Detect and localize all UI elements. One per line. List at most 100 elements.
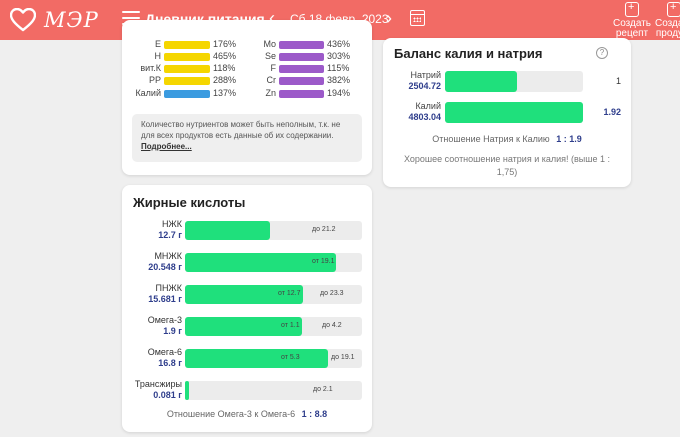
kna-title: Баланс калия и натрия: [394, 46, 543, 61]
micro-label: Zn: [265, 88, 276, 98]
create-recipe-label: Создать рецепт: [612, 18, 651, 39]
kna-track: [445, 71, 583, 92]
kna-row-sodium: Натрий 2504.72 1: [383, 70, 631, 94]
fatty-track: до 21.2: [185, 221, 362, 240]
micro-percent: 176%: [213, 39, 237, 49]
more-link[interactable]: Подробнее...: [141, 142, 192, 151]
kna-ratio: 1: [615, 76, 621, 86]
micro-label: Mo: [263, 39, 276, 49]
prev-day-button[interactable]: ‹: [269, 8, 275, 28]
kna-row-potassium: Калий 4803.04 1.92: [383, 101, 631, 125]
micro-label: вит.К: [140, 63, 161, 73]
na-k-ratio-value: 1 : 1.9: [556, 134, 582, 144]
micronutrients-card: E 176% H 465% вит.К 118% PP 288% Калий 1…: [122, 20, 372, 175]
fatty-max: до 19.1: [331, 354, 355, 361]
fatty-value: 1.9 г: [163, 326, 182, 336]
micro-label: PP: [148, 75, 161, 85]
micro-percent: 382%: [327, 75, 351, 85]
kna-name: Натрий: [410, 70, 442, 80]
fatty-name: Омега-3: [147, 315, 182, 325]
fatty-value: 0.081 г: [153, 390, 182, 400]
micro-label: Se: [264, 51, 276, 61]
heart-logo-icon: [10, 8, 36, 32]
fatty-max: до 4.2: [322, 322, 342, 329]
potassium-sodium-card: Баланс калия и натрия ? Натрий 2504.72 1…: [383, 38, 631, 187]
fatty-max: до 21.2: [312, 226, 336, 233]
fatty-track: до 2.1: [185, 381, 362, 400]
logo-text: МЭР: [44, 8, 99, 32]
help-icon[interactable]: ?: [596, 47, 608, 59]
micro-percent: 465%: [213, 51, 237, 61]
micro-bar: [164, 77, 210, 85]
fatty-track: от 19.1: [185, 253, 362, 272]
fatty-row-trans: Трансжиры 0.081 г до 2.1: [122, 379, 372, 405]
fatty-row-omega3: Омега-3 1.9 г от 1.1 до 4.2: [122, 315, 372, 341]
logo[interactable]: МЭР: [10, 7, 99, 33]
fatty-max: до 2.1: [313, 386, 333, 393]
micro-label: F: [270, 63, 277, 73]
fatty-value: 16.8 г: [158, 358, 182, 368]
fatty-name: НЖК: [161, 219, 182, 229]
micro-bar: [279, 41, 324, 49]
micro-label: H: [154, 51, 162, 61]
fatty-fill: [185, 317, 302, 336]
create-product-button[interactable]: Создать продукт: [652, 2, 680, 39]
fatty-row-omega6: Омега-6 16.8 г от 5.3 до 19.1: [122, 347, 372, 373]
create-recipe-button[interactable]: Создать рецепт: [610, 2, 654, 39]
fatty-fill: [185, 253, 336, 272]
fatty-min: от 19.1: [312, 258, 335, 265]
micro-percent: 137%: [213, 88, 237, 98]
fatty-row-pufa: ПНЖК 15.681 г от 12.7 до 23.3: [122, 283, 372, 309]
micro-bar: [279, 90, 324, 98]
micro-percent: 288%: [213, 75, 237, 85]
fatty-fill: [185, 285, 303, 304]
fatty-name: Трансжиры: [134, 379, 182, 389]
fatty-acids-card: Жирные кислоты НЖК 12.7 г до 21.2 МНЖК 2…: [122, 185, 372, 432]
fatty-row-sfa: НЖК 12.7 г до 21.2: [122, 219, 372, 245]
fatty-value: 12.7 г: [158, 230, 182, 240]
fatty-track: от 12.7 до 23.3: [185, 285, 362, 304]
kna-track: [445, 102, 583, 123]
micro-bar: [164, 90, 210, 98]
omega-ratio-value: 1 : 8.8: [301, 409, 328, 419]
fatty-fill: [185, 221, 270, 240]
micro-bar: [164, 41, 210, 49]
fatty-fill: [185, 349, 328, 368]
note-text: Количество нутриентов может быть неполны…: [141, 120, 341, 140]
fatty-track: от 1.1 до 4.2: [185, 317, 362, 336]
micro-label: Калий: [135, 88, 161, 98]
micro-bar: [279, 65, 324, 73]
kna-name: Калий: [415, 101, 441, 111]
micro-percent: 118%: [213, 63, 236, 73]
fatty-name: Омега-6: [147, 347, 182, 357]
micro-bar: [279, 77, 324, 85]
kna-ratio: 1.92: [603, 107, 621, 117]
micro-bar: [164, 53, 210, 61]
incomplete-data-note: Количество нутриентов может быть неполны…: [132, 114, 362, 162]
add-recipe-icon: [625, 2, 639, 17]
fatty-max: до 23.3: [320, 290, 344, 297]
add-product-icon: [667, 2, 680, 17]
fatty-min: от 5.3: [281, 354, 300, 361]
micro-percent: 303%: [327, 51, 351, 61]
create-product-label: Создать продукт: [654, 18, 680, 39]
fatty-min: от 12.7: [278, 290, 301, 297]
micro-label: E: [154, 39, 161, 49]
omega-ratio: Отношение Омега-3 к Омега-6 1 : 8.8: [122, 409, 372, 419]
fatty-fill: [185, 381, 189, 400]
na-k-ratio-label: Отношение Натрия к Калию: [432, 134, 550, 144]
calendar-icon[interactable]: [410, 10, 425, 26]
micro-bar: [279, 53, 324, 61]
fatty-value: 20.548 г: [148, 262, 182, 272]
fatty-name: ПНЖК: [155, 283, 182, 293]
fatty-row-mufa: МНЖК 20.548 г от 19.1: [122, 251, 372, 277]
next-day-button[interactable]: ›: [386, 8, 392, 28]
na-k-ratio: Отношение Натрия к Калию 1 : 1.9: [383, 134, 631, 144]
kna-fill: [445, 102, 583, 123]
kna-value: 2504.72: [408, 81, 441, 91]
balance-verdict: Хорошее соотношение натрия и калия! (выш…: [404, 154, 610, 177]
micro-percent: 194%: [327, 88, 351, 98]
fatty-acids-title: Жирные кислоты: [133, 195, 246, 210]
fatty-value: 15.681 г: [148, 294, 182, 304]
kna-fill: [445, 71, 517, 92]
